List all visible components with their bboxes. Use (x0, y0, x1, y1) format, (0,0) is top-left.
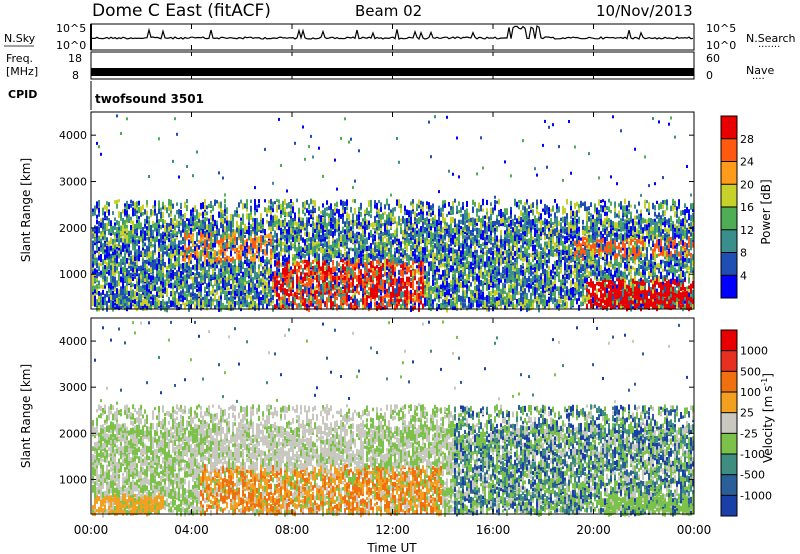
range-tick-label: 4000 (59, 335, 87, 348)
colorbar-band (721, 412, 737, 434)
colorbar-band (721, 275, 737, 299)
colorbar-tick-label: -100 (740, 448, 765, 461)
colorbar-band (721, 138, 737, 162)
cpid-label: CPID (8, 88, 37, 101)
mhz-label: [MHz] (6, 65, 38, 78)
velocity-ylabel: Slant Range [km] (19, 364, 33, 468)
colorbar-tick-label: 25 (740, 407, 754, 420)
velocity-unit: [m s (761, 386, 775, 412)
beam-title: Beam 02 (355, 2, 422, 20)
noise-sky-line (90, 25, 694, 41)
velocity-unit-end: ] (761, 373, 775, 378)
nave-tick-top: 60 (706, 52, 720, 65)
range-tick-label: 1000 (59, 473, 87, 486)
colorbar-band (721, 350, 737, 372)
colorbar-tick-label: -25 (740, 427, 758, 440)
time-tick-label: 20:00 (576, 523, 611, 537)
colorbar-tick-label: -500 (740, 469, 765, 482)
time-tick-label: 00:00 (74, 523, 109, 537)
velocity-heatmap (92, 320, 694, 518)
time-tick-label: 04:00 (174, 523, 209, 537)
nave-band (91, 68, 694, 76)
power-ylabel: Slant Range [km] (19, 158, 33, 262)
station-title: Dome C East (fitACF) (92, 1, 271, 21)
colorbar-band (721, 495, 737, 517)
nsearch-tick-top: 10^5 (706, 22, 736, 35)
colorbar-tick-label: 12 (740, 224, 754, 237)
freq-tick-top: 18 (68, 52, 82, 65)
power-colorbar: 4 8 12 16 20 24 28 (720, 115, 754, 299)
cpid-program: twofsound 3501 (95, 92, 204, 106)
colorbar-tick-label: 24 (740, 156, 754, 169)
date-title: 10/Nov/2013 (596, 2, 693, 20)
colorbar-band (721, 433, 737, 455)
colorbar-band (721, 161, 737, 185)
nsky-tick-top: 10^5 (56, 22, 86, 35)
colorbar-tick-label: 100 (740, 386, 761, 399)
time-tick-label: 00:00 (677, 523, 712, 537)
nsearch-label: N.Search (746, 32, 796, 45)
power-panel: 1000 2000 3000 4000 Slant Range [km] 4 8 12 16… (19, 111, 773, 313)
colorbar-band (721, 330, 737, 351)
colorbar-tick-label: 1000 (740, 345, 768, 358)
nsearch-tick-bottom: 10^0 (706, 39, 736, 52)
colorbar-tick-label: 500 (740, 365, 761, 378)
colorbar-tick-label: 4 (740, 269, 747, 282)
range-tick-label: 2000 (59, 222, 87, 235)
time-tick-label: 16:00 (476, 523, 511, 537)
colorbar-tick-label: 20 (740, 178, 754, 191)
velocity-label-word: Velocity (761, 416, 775, 463)
colorbar-band (721, 229, 737, 253)
colorbar-band (721, 474, 737, 496)
velocity-unit-sup: -1 (760, 378, 769, 386)
range-tick-label: 3000 (59, 381, 87, 394)
colorbar-tick-label: 16 (740, 201, 754, 214)
nave-tick-bottom: 0 (706, 69, 713, 82)
colorbar-tick-label: -1000 (740, 489, 772, 502)
range-tick-label: 3000 (59, 176, 87, 189)
range-tick-label: 1000 (59, 268, 87, 281)
power-heatmap (92, 114, 694, 313)
freq-tick-bottom: 8 (72, 69, 79, 82)
velocity-panel: 1000 2000 3000 4000 Slant Range [km] 1000 50… (19, 317, 775, 518)
colorbar-band (721, 252, 737, 276)
freq-label: Freq. (6, 52, 33, 65)
velocity-y-axis: 1000 2000 3000 4000 (59, 335, 694, 486)
colorbar-band (721, 454, 737, 475)
noise-panel: N.Sky 10^5 10^0 10^5 10^0 N.Search ·····… (4, 22, 796, 53)
power-colorbar-label: Power [dB] (759, 179, 773, 244)
nsky-tick-bottom: 10^0 (56, 39, 86, 52)
velocity-colorbar: 1000 500 100 25 -25 -100 -500 -1000 (720, 329, 772, 517)
time-axis: 00:00 04:00 08:00 12:00 16:00 20:00 00:00 (74, 24, 712, 537)
cpid-row: CPID twofsound 3501 (8, 81, 204, 110)
time-axis-label: Time UT (366, 541, 417, 554)
colorbar-band (721, 392, 737, 413)
colorbar-band (721, 184, 737, 208)
colorbar-tick-label: 8 (740, 247, 747, 260)
velocity-colorbar-label: Velocity [m s-1] (760, 373, 775, 463)
colorbar-band (721, 207, 737, 231)
colorbar-band (721, 116, 737, 140)
range-tick-label: 2000 (59, 427, 87, 440)
colorbar-band (721, 371, 737, 393)
time-tick-label: 08:00 (275, 523, 310, 537)
nsky-label: N.Sky (4, 32, 36, 45)
nave-label: Nave (746, 64, 774, 77)
range-tick-label: 4000 (59, 129, 87, 142)
power-y-axis: 1000 2000 3000 4000 (59, 129, 694, 281)
colorbar-tick-label: 28 (740, 133, 754, 146)
svg-text:····: ···· (752, 74, 765, 85)
svg-text:·······: ······· (758, 42, 780, 53)
frequency-panel: Freq. [MHz] 18 8 60 0 Nave ···· (6, 51, 774, 85)
time-tick-label: 12:00 (375, 523, 410, 537)
